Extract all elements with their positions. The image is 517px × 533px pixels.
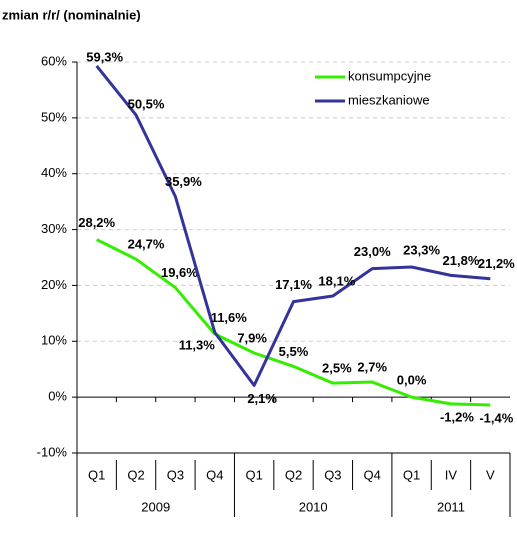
data-label: 7,9% xyxy=(237,330,267,345)
group-label: 2011 xyxy=(437,499,465,514)
data-label: 11,3% xyxy=(179,337,216,352)
data-label: -1,4% xyxy=(479,410,513,425)
data-label: 2,7% xyxy=(357,359,387,374)
y-tick-label: 10% xyxy=(41,333,67,348)
x-tick-label: Q1 xyxy=(88,467,105,482)
data-label: 5,5% xyxy=(279,344,309,359)
data-label: 50,5% xyxy=(128,97,165,112)
y-tick-label: 0% xyxy=(48,389,67,404)
data-label: 2,5% xyxy=(322,361,352,376)
y-tick-label: 20% xyxy=(41,277,67,292)
x-tick-label: IV xyxy=(445,467,458,482)
x-tick-label: Q2 xyxy=(127,467,144,482)
data-label: 23,0% xyxy=(354,244,391,259)
series-line xyxy=(95,64,491,387)
data-label: 21,2% xyxy=(478,256,515,271)
legend-label: mieszkaniowe xyxy=(348,92,430,107)
group-label: 2009 xyxy=(141,499,170,514)
data-label: 18,1% xyxy=(318,273,355,288)
x-tick-label: Q4 xyxy=(206,467,223,482)
x-tick-label: Q2 xyxy=(285,467,302,482)
y-tick-label: 50% xyxy=(41,109,67,124)
data-label: 17,1% xyxy=(275,277,312,292)
data-label: 23,3% xyxy=(403,242,440,257)
x-tick-label: Q1 xyxy=(245,467,262,482)
y-tick-label: -10% xyxy=(37,444,68,459)
y-tick-label: 40% xyxy=(41,165,67,180)
x-tick-label: Q3 xyxy=(167,467,184,482)
data-label: 35,9% xyxy=(165,174,202,189)
x-tick-label: Q1 xyxy=(403,467,420,482)
data-label: 19,6% xyxy=(161,265,198,280)
x-tick-label: Q4 xyxy=(364,467,381,482)
data-label: 11,6% xyxy=(211,310,248,325)
data-label: 59,3% xyxy=(86,49,123,64)
y-tick-label: 60% xyxy=(41,53,67,68)
data-label: 21,8% xyxy=(443,253,480,268)
x-tick-label: Q3 xyxy=(324,467,341,482)
y-tick-label: 30% xyxy=(41,221,67,236)
data-label: -1,2% xyxy=(440,409,474,424)
chart-title: zmian r/r/ (nominalnie) xyxy=(2,7,141,22)
data-label: 24,7% xyxy=(128,237,165,252)
legend-label: konsumpcyjne xyxy=(348,68,431,83)
group-label: 2010 xyxy=(299,499,328,514)
x-tick-label: V xyxy=(486,467,495,482)
series-line xyxy=(96,238,491,407)
data-label: 0,0% xyxy=(397,373,427,388)
data-label: 28,2% xyxy=(78,215,115,230)
data-label: 2,1% xyxy=(247,391,277,406)
